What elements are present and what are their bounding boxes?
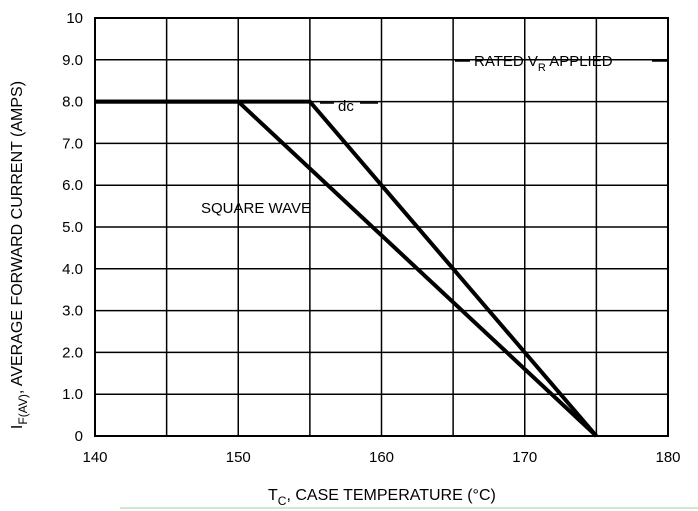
x-tick-label: 160 bbox=[369, 449, 394, 466]
y-tick-label: 8.0 bbox=[62, 94, 83, 111]
y-tick-label: 6.0 bbox=[62, 177, 83, 194]
grid-lines bbox=[94, 18, 669, 436]
y-tick-label: 2.0 bbox=[62, 344, 83, 361]
y-tick-labels: 0 1.0 2.0 3.0 4.0 5.0 6.0 7.0 8.0 9.0 10 bbox=[62, 10, 83, 445]
y-tick-label: 7.0 bbox=[62, 135, 83, 152]
bottom-rule bbox=[120, 507, 698, 509]
y-tick-label: 3.0 bbox=[62, 303, 83, 320]
plot-frame bbox=[94, 17, 669, 437]
y-tick-label: 0 bbox=[75, 428, 83, 445]
y-tick-label: 9.0 bbox=[62, 52, 83, 69]
dc-label: dc bbox=[338, 98, 354, 115]
series-line-square-wave bbox=[95, 99, 598, 438]
square-wave-label: SQUARE WAVE bbox=[201, 200, 311, 217]
rated-label: RATED VR APPLIED bbox=[474, 53, 613, 74]
y-tick-label: 1.0 bbox=[62, 386, 83, 403]
series-group bbox=[95, 99, 598, 438]
x-axis-title: TC, CASE TEMPERATURE (°C) bbox=[268, 487, 496, 508]
y-axis-title: IF(AV), AVERAGE FORWARD CURRENT (AMPS) bbox=[9, 81, 30, 429]
x-tick-label: 140 bbox=[82, 449, 107, 466]
y-tick-label: 10 bbox=[66, 10, 83, 27]
x-tick-labels: 140 150 160 170 180 bbox=[82, 449, 680, 466]
x-tick-label: 150 bbox=[226, 449, 251, 466]
x-tick-label: 180 bbox=[655, 449, 680, 466]
x-tick-label: 170 bbox=[512, 449, 537, 466]
y-tick-label: 4.0 bbox=[62, 261, 83, 278]
y-tick-label: 5.0 bbox=[62, 219, 83, 236]
